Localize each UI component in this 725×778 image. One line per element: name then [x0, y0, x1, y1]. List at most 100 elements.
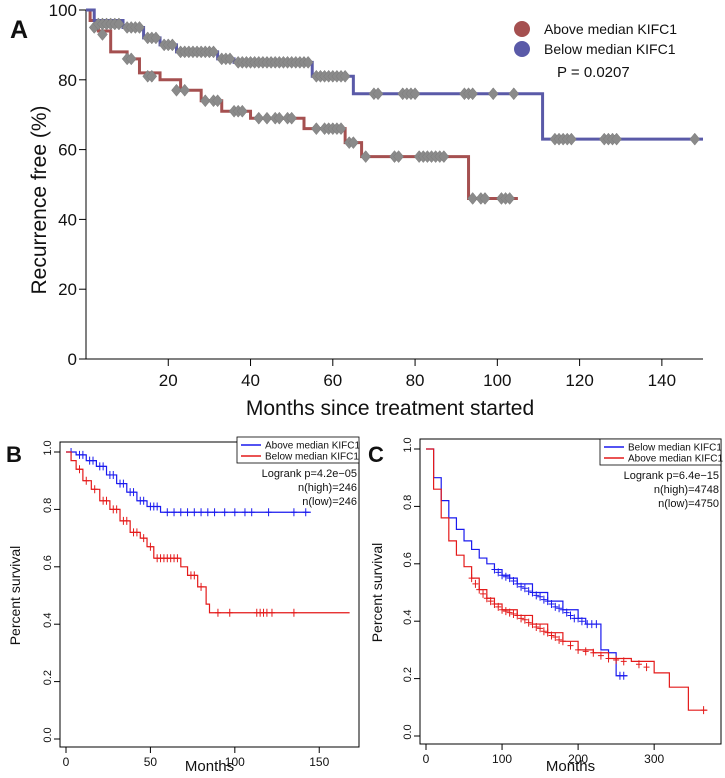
censor-mark	[171, 508, 178, 517]
series-line-0	[86, 8, 518, 200]
y-tick-label: 0.6	[402, 552, 414, 567]
censor-mark	[502, 572, 509, 581]
legend-swatch-1	[514, 41, 530, 57]
censor-mark	[146, 69, 158, 83]
censor-mark	[438, 150, 450, 163]
censor-mark	[510, 610, 517, 619]
censor-mark	[198, 582, 205, 591]
censor-mark	[214, 608, 221, 617]
censor-mark	[311, 122, 322, 136]
censor-mark	[113, 505, 120, 514]
censor-mark	[529, 588, 536, 597]
legend-label-0: Above median KIFC1	[265, 441, 360, 452]
x-tick-label: 200	[568, 752, 588, 766]
x-tick-label: 100	[225, 755, 245, 769]
censor-mark	[556, 635, 563, 644]
y-tick-label: 1.0	[402, 437, 414, 452]
censor-mark	[605, 654, 612, 663]
panel-label-b: B	[6, 442, 22, 467]
censor-mark	[174, 554, 181, 563]
censor-mark	[548, 599, 555, 608]
censor-mark	[537, 592, 544, 601]
censor-mark	[286, 111, 297, 125]
censor-mark	[335, 122, 347, 136]
censor-mark	[231, 508, 238, 517]
censor-mark	[184, 508, 191, 517]
stats-line-1: n(high)=4748	[654, 484, 719, 496]
censor-mark	[236, 104, 248, 118]
censor-mark	[544, 628, 551, 637]
censor-mark	[360, 150, 372, 163]
y-tick-label: 0.6	[42, 555, 54, 570]
y-tick-label: 0.4	[42, 613, 54, 628]
censor-mark	[191, 508, 198, 517]
censor-mark	[495, 602, 502, 611]
censor-mark	[611, 132, 622, 146]
censor-mark	[191, 571, 198, 580]
censor-mark	[487, 597, 494, 606]
censor-mark	[224, 52, 236, 66]
censor-mark	[613, 655, 620, 664]
censor-mark	[113, 17, 125, 31]
censor-mark	[83, 476, 90, 485]
censor-mark	[495, 568, 502, 577]
y-tick-label: 0.0	[42, 727, 54, 742]
censor-mark	[261, 111, 273, 125]
x-tick-label: 40	[241, 371, 260, 390]
censor-mark	[508, 87, 520, 101]
x-tick-label: 100	[483, 371, 511, 390]
stats-line-0: Logrank p=4.2e−05	[262, 468, 357, 480]
censor-mark	[302, 508, 309, 517]
censor-mark	[198, 508, 205, 517]
censor-mark	[499, 605, 506, 614]
censor-mark	[134, 21, 145, 34]
kaplan-meier-chart-a: A 0 20 40 60 80 100 20 40 60 80 100 120 140 Months sin…	[10, 1, 703, 420]
censor-mark	[140, 534, 147, 543]
censor-mark	[221, 508, 228, 517]
legend-label-1: Above median KIFC1	[628, 454, 723, 465]
censor-mark	[120, 479, 127, 488]
censor-mark	[479, 192, 491, 205]
censor-mark	[393, 150, 404, 163]
p-value-annotation: P = 0.0207	[557, 64, 630, 81]
panel-label-a: A	[10, 16, 28, 44]
x-tick-label: 120	[565, 371, 593, 390]
x-tick-label: 0	[63, 755, 70, 769]
x-tick-label: 80	[406, 371, 425, 390]
y-tick-label: 0.4	[402, 610, 414, 625]
censor-mark	[348, 136, 359, 150]
censor-mark	[514, 579, 521, 588]
y-tick-label: 1.0	[42, 440, 54, 455]
censor-mark	[540, 627, 547, 636]
censor-mark	[467, 87, 478, 101]
censor-mark	[566, 132, 577, 146]
censor-mark	[548, 631, 555, 640]
censor-mark	[468, 574, 475, 583]
censor-mark	[167, 38, 178, 52]
censor-mark	[620, 657, 627, 666]
censor-mark	[518, 614, 525, 623]
censor-mark	[97, 28, 108, 41]
legend-box	[236, 436, 360, 464]
x-tick-label: 100	[492, 752, 512, 766]
censor-mark	[103, 496, 110, 505]
y-tick-label: 0.8	[402, 495, 414, 510]
x-axis-title: Months	[546, 758, 595, 775]
y-tick-label: 60	[58, 141, 77, 160]
censor-mark	[204, 508, 211, 517]
censor-mark	[179, 83, 191, 97]
censor-mark	[483, 594, 490, 603]
censor-mark	[253, 111, 265, 125]
censor-mark	[506, 574, 513, 583]
censor-mark	[133, 528, 140, 537]
censor-mark	[521, 584, 528, 593]
censor-mark	[90, 456, 97, 465]
censor-mark	[578, 617, 585, 626]
censor-mark	[537, 624, 544, 633]
y-tick-label: 80	[58, 71, 77, 90]
censor-mark	[125, 52, 137, 66]
censor-mark	[79, 450, 86, 459]
censor-mark	[147, 542, 154, 551]
series-line-0	[426, 448, 628, 677]
censor-mark	[290, 508, 297, 517]
